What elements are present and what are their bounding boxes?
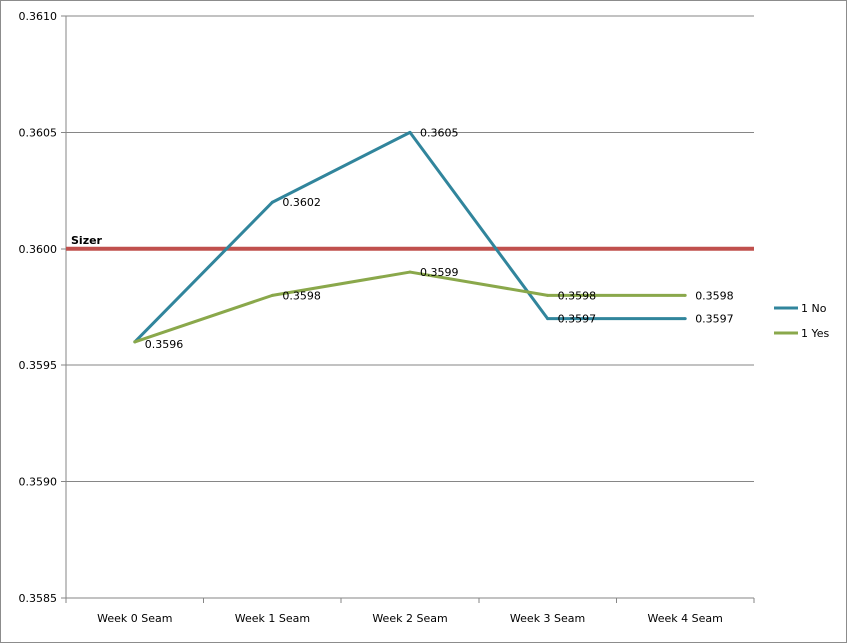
data-point: [270, 200, 274, 204]
series-line-1-no: [133, 130, 686, 343]
data-label: 0.3597: [558, 313, 597, 326]
data-label: 0.3605: [420, 126, 459, 139]
data-point: [683, 293, 687, 297]
legend-label: 1 Yes: [801, 327, 830, 340]
data-label: 0.3602: [282, 196, 321, 209]
data-label: 0.3599: [420, 266, 459, 279]
data-point: [683, 317, 687, 321]
y-tick-label: 0.3585: [19, 592, 58, 605]
y-tick-label: 0.3600: [19, 243, 58, 256]
data-label: 0.3596: [145, 338, 184, 351]
x-tick-label: Week 1 Seam: [235, 612, 310, 625]
y-tick-label: 0.3605: [19, 126, 58, 139]
data-label: 0.3597: [695, 313, 734, 326]
x-tick-label: Week 4 Seam: [648, 612, 723, 625]
sizer-label: Sizer: [71, 234, 103, 247]
series-line-1-yes: [134, 270, 686, 344]
x-tick-label: Week 2 Seam: [372, 612, 447, 625]
data-point: [270, 293, 274, 297]
legend-label: 1 No: [801, 302, 827, 315]
y-tick-label: 0.3610: [19, 10, 58, 23]
data-label: 0.3598: [282, 289, 321, 302]
data-label: 0.3598: [558, 289, 597, 302]
y-tick-label: 0.3595: [19, 359, 58, 372]
data-point: [408, 130, 412, 134]
data-point: [133, 340, 137, 344]
data-point: [546, 293, 550, 297]
data-point: [408, 270, 412, 274]
data-point: [546, 317, 550, 321]
x-tick-label: Week 3 Seam: [510, 612, 585, 625]
x-tick-label: Week 0 Seam: [97, 612, 172, 625]
data-label: 0.3598: [695, 289, 734, 302]
y-tick-label: 0.3590: [19, 476, 58, 489]
